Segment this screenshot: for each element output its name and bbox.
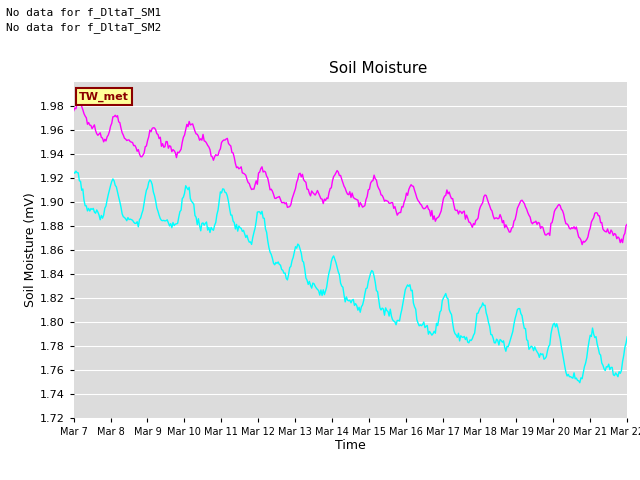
Text: No data for f_DltaT_SM2: No data for f_DltaT_SM2 xyxy=(6,22,162,33)
Text: No data for f_DltaT_SM1: No data for f_DltaT_SM1 xyxy=(6,7,162,18)
Text: TW_met: TW_met xyxy=(79,92,129,102)
X-axis label: Time: Time xyxy=(335,439,366,453)
Title: Soil Moisture: Soil Moisture xyxy=(329,61,428,76)
Y-axis label: Soil Moisture (mV): Soil Moisture (mV) xyxy=(24,192,37,307)
